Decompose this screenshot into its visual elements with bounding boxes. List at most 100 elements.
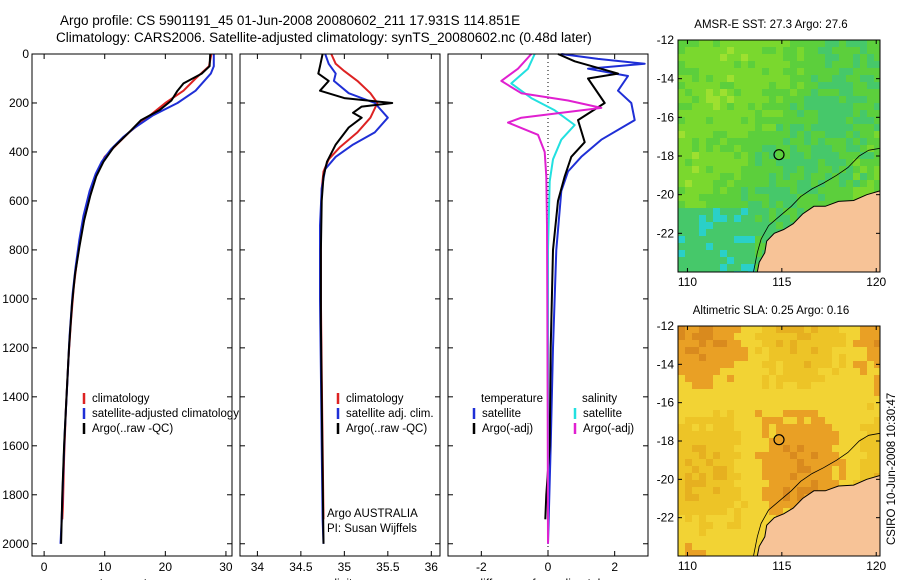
- map-cell: [846, 340, 854, 348]
- map-cell: [874, 333, 880, 341]
- map-cell: [790, 208, 798, 216]
- map-cell: [825, 103, 833, 111]
- map-cell: [706, 68, 714, 76]
- map-cell: [825, 480, 833, 488]
- map-cell: [825, 417, 833, 425]
- map-cell: [734, 452, 742, 460]
- map-cell: [804, 68, 812, 76]
- map-cell: [762, 480, 770, 488]
- map-cell: [720, 382, 728, 390]
- map-cell: [734, 536, 742, 544]
- map-cell: [720, 445, 728, 453]
- temperature-legend-entry: climatology: [92, 393, 150, 405]
- map-cell: [846, 194, 854, 202]
- map-x-tick-label: 115: [772, 275, 791, 289]
- map-cell: [853, 75, 861, 83]
- map-cell: [790, 340, 798, 348]
- map-cell: [811, 89, 819, 97]
- map-cell: [699, 243, 707, 251]
- map-cell: [720, 173, 728, 181]
- map-cell: [755, 229, 763, 237]
- map-cell: [790, 131, 798, 139]
- map-cell: [860, 361, 868, 369]
- map-cell: [755, 410, 763, 418]
- map-cell: [825, 180, 833, 188]
- map-cell: [685, 501, 693, 509]
- map-x-tick-label: 120: [866, 559, 886, 573]
- map-cell: [874, 445, 880, 453]
- map-y-tick-label: -20: [657, 188, 675, 202]
- map-cell: [727, 424, 735, 432]
- map-cell: [783, 396, 791, 404]
- map-cell: [874, 166, 880, 174]
- map-cell: [713, 445, 721, 453]
- map-cell: [685, 424, 693, 432]
- x-tick-label: 10: [98, 560, 112, 574]
- map-cell: [825, 159, 833, 167]
- map-cell: [734, 201, 742, 209]
- map-cell: [678, 229, 686, 237]
- map-cell: [839, 326, 847, 334]
- map-cell: [832, 54, 840, 62]
- map-cell: [846, 424, 854, 432]
- map-cell: [741, 529, 749, 537]
- map-cell: [804, 417, 812, 425]
- map-cell: [867, 452, 875, 460]
- map-cell: [783, 68, 791, 76]
- map-cell: [678, 250, 686, 258]
- map-cell: [797, 431, 805, 439]
- map-cell: [783, 480, 791, 488]
- map-cell: [727, 82, 735, 90]
- map-cell: [755, 68, 763, 76]
- map-cell: [797, 340, 805, 348]
- map-cell: [685, 110, 693, 118]
- map-cell: [776, 417, 784, 425]
- map-cell: [818, 173, 826, 181]
- map-cell: [804, 103, 812, 111]
- map-cell: [734, 333, 742, 341]
- map-cell: [706, 222, 714, 230]
- map-cell: [783, 347, 791, 355]
- map-cell: [741, 194, 749, 202]
- map-cell: [783, 445, 791, 453]
- map-cell: [741, 375, 749, 383]
- map-cell: [874, 68, 880, 76]
- map-cell: [860, 445, 868, 453]
- map-cell: [692, 145, 700, 153]
- map-cell: [839, 131, 847, 139]
- map-cell: [783, 173, 791, 181]
- map-cell: [790, 389, 798, 397]
- map-cell: [762, 466, 770, 474]
- map-cell: [839, 54, 847, 62]
- map-cell: [734, 494, 742, 502]
- map-cell: [741, 180, 749, 188]
- map-cell: [706, 487, 714, 495]
- map-cell: [874, 187, 880, 195]
- map-cell: [720, 54, 728, 62]
- map-cell: [678, 431, 686, 439]
- map-cell: [706, 480, 714, 488]
- map-cell: [720, 152, 728, 160]
- map-cell: [762, 96, 770, 104]
- map-cell: [748, 487, 756, 495]
- map-cell: [776, 173, 784, 181]
- map-cell: [832, 333, 840, 341]
- map-cell: [811, 410, 819, 418]
- map-cell: [755, 222, 763, 230]
- map-cell: [727, 340, 735, 348]
- map-cell: [692, 466, 700, 474]
- map-cell: [776, 40, 784, 48]
- map-cell: [685, 473, 693, 481]
- map-cell: [776, 480, 784, 488]
- map-cell: [853, 180, 861, 188]
- map-cell: [734, 529, 742, 537]
- map-cell: [860, 131, 868, 139]
- map-cell: [867, 61, 875, 69]
- map-cell: [734, 131, 742, 139]
- map-cell: [685, 180, 693, 188]
- map-cell: [846, 47, 854, 55]
- map-cell: [741, 117, 749, 125]
- map-cell: [776, 166, 784, 174]
- map-cell: [678, 201, 686, 209]
- map-cell: [783, 452, 791, 460]
